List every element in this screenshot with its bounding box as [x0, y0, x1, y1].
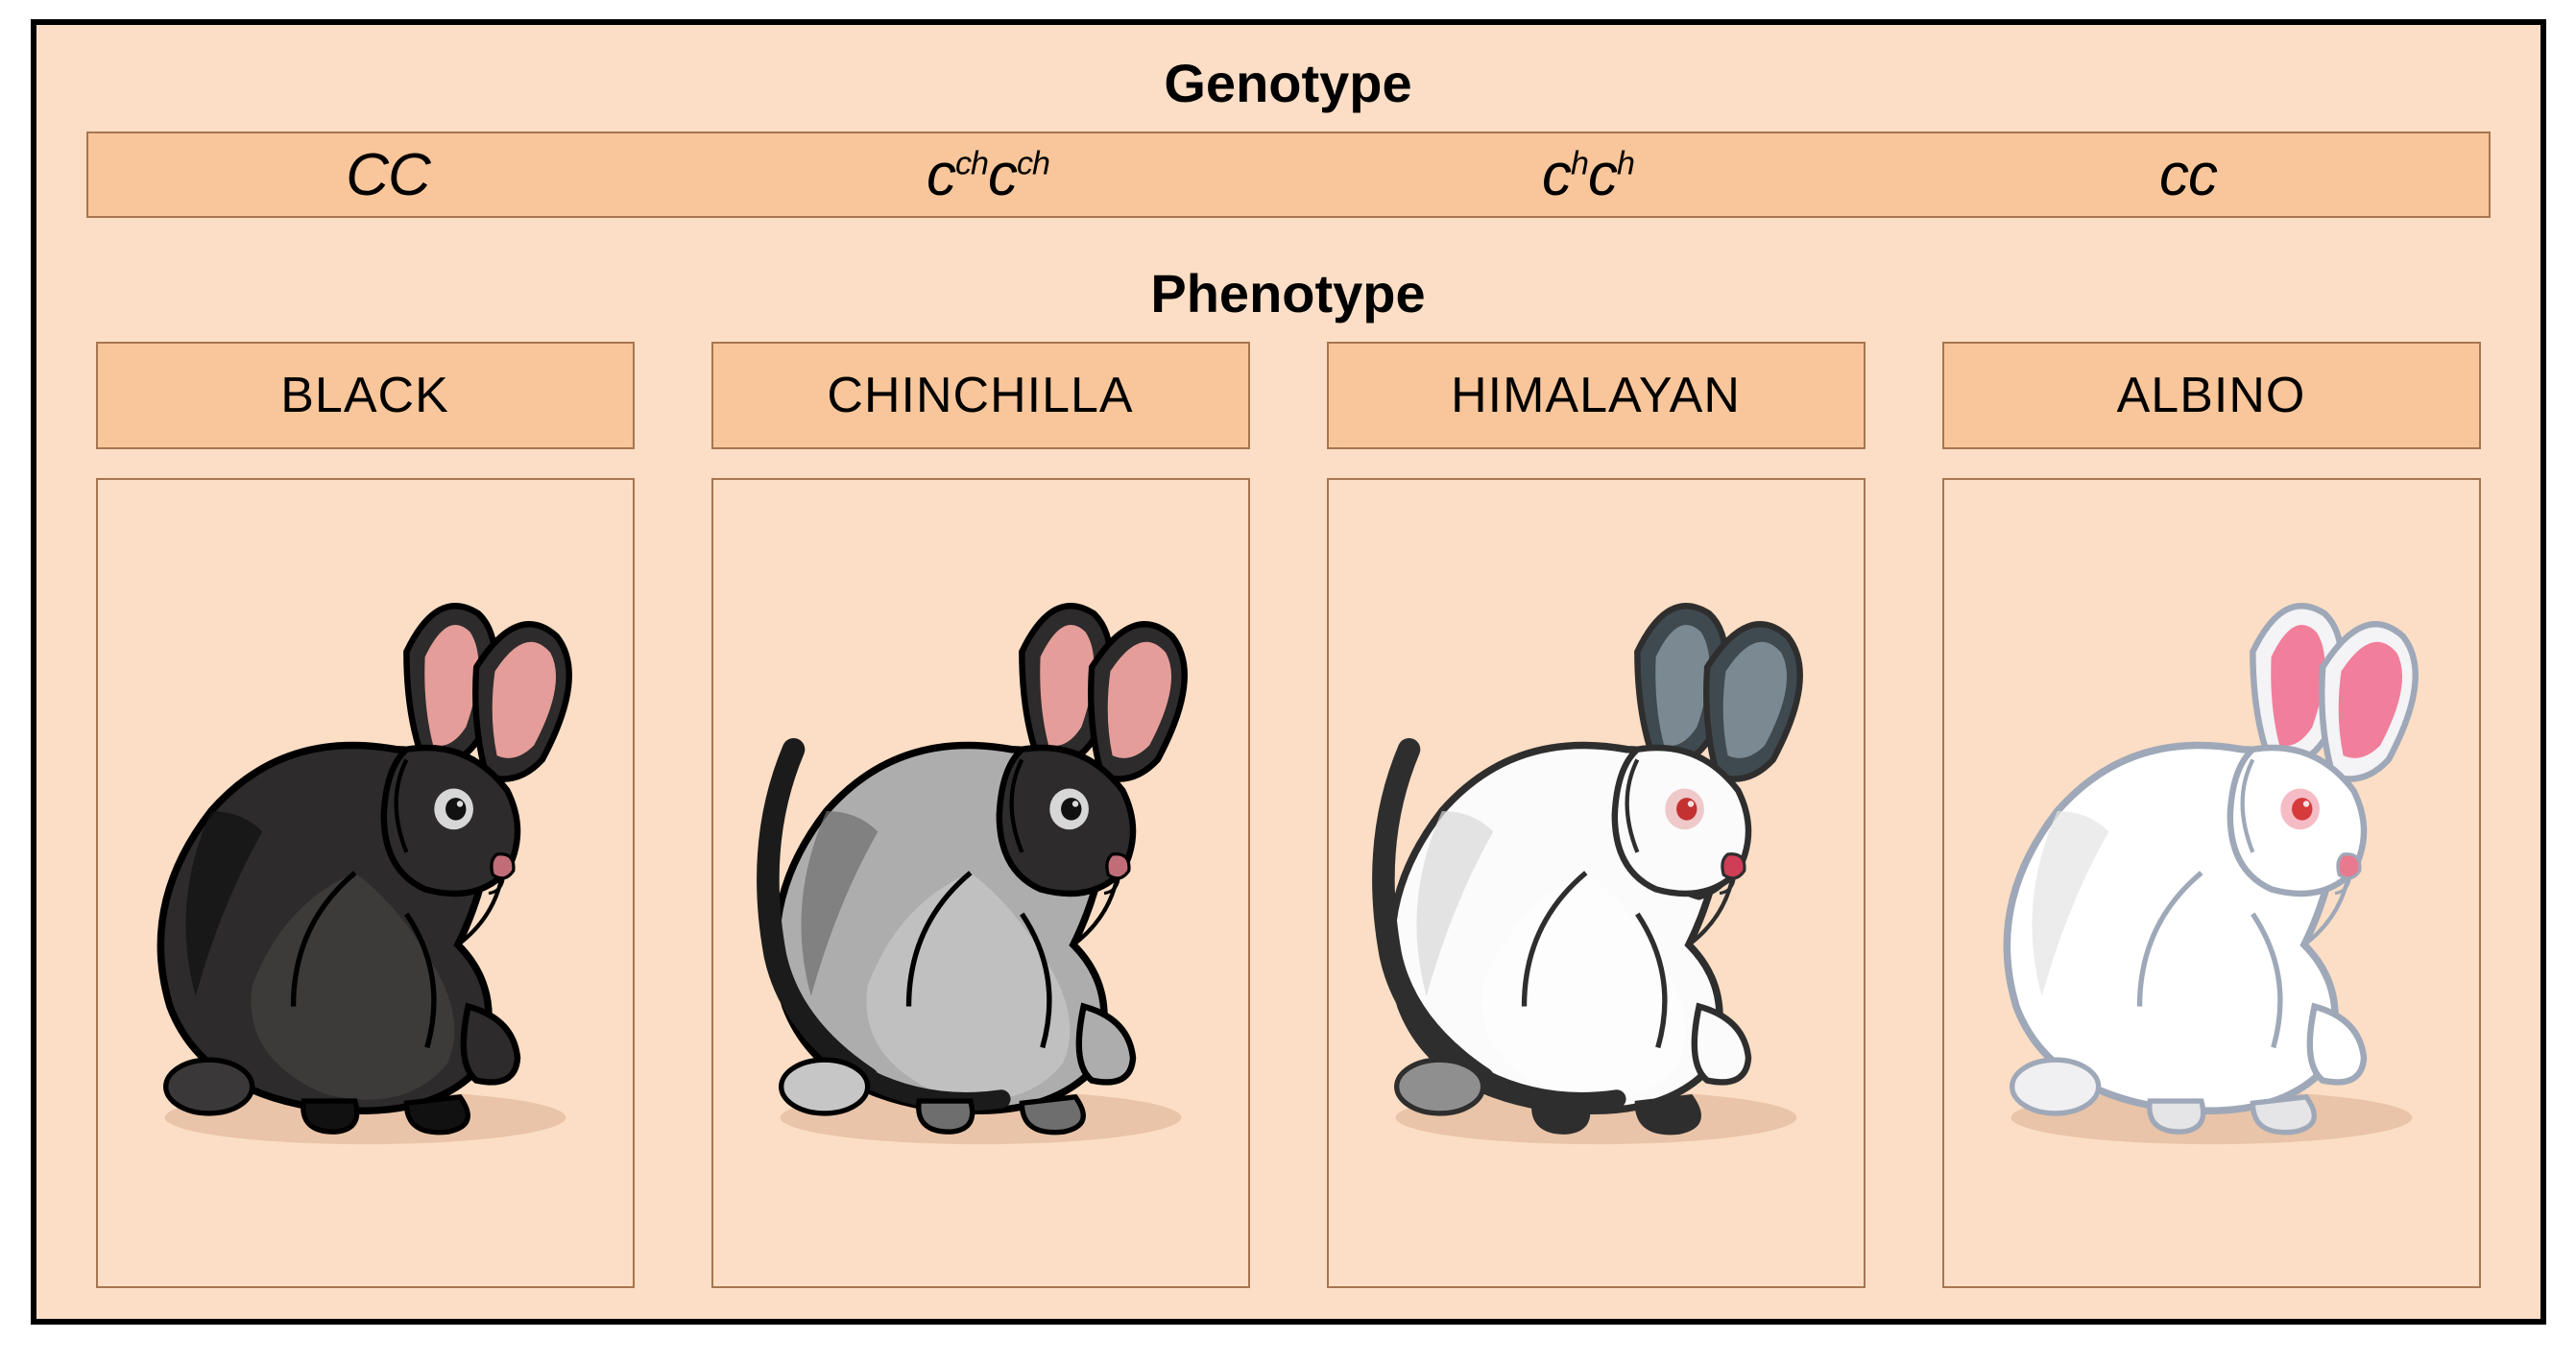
figure-panel: Genotype CC cchcch chch cc Phenotype BLA…: [31, 19, 2546, 1325]
rabbit-tile-albino: [1942, 478, 2481, 1288]
genotype-cell-0: CC: [88, 141, 688, 209]
phenotype-label-3: ALBINO: [1942, 342, 2481, 449]
genotype-strip: CC cchcch chch cc: [86, 132, 2491, 218]
rabbit-tile-black: [96, 478, 635, 1288]
genotype-cell-3: cc: [1889, 141, 2489, 209]
genotype-cell-2: chch: [1288, 141, 1889, 209]
phenotype-label-1: CHINCHILLA: [711, 342, 1250, 449]
rabbit-row: [96, 478, 2481, 1288]
phenotype-label-row: BLACK CHINCHILLA HIMALAYAN ALBINO: [96, 342, 2481, 449]
rabbit-tile-himalayan: [1327, 478, 1866, 1288]
rabbit-tile-chinchilla: [711, 478, 1250, 1288]
genotype-cell-1: cchcch: [688, 141, 1288, 209]
phenotype-title: Phenotype: [86, 262, 2491, 324]
phenotype-label-2: HIMALAYAN: [1327, 342, 1866, 449]
phenotype-label-0: BLACK: [96, 342, 635, 449]
genotype-title: Genotype: [86, 52, 2491, 114]
